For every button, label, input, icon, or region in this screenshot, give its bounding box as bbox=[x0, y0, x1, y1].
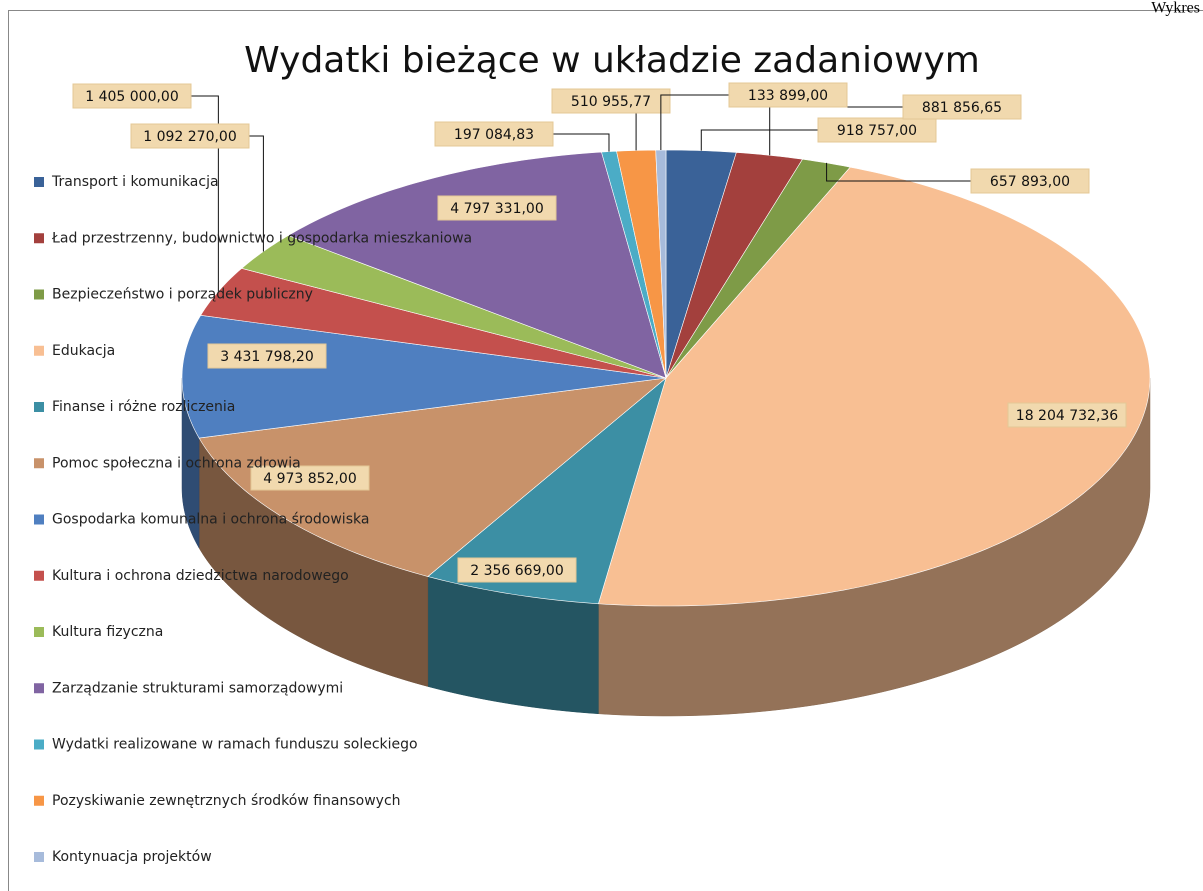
value-label: 1 092 270,00 bbox=[143, 129, 237, 145]
leader-line bbox=[826, 162, 971, 182]
value-label: 918 757,00 bbox=[837, 123, 917, 139]
legend-swatch bbox=[34, 233, 44, 244]
pie-slice bbox=[200, 268, 667, 379]
value-label: 3 431 798,20 bbox=[220, 349, 314, 365]
legend-label: Kultura fizyczna bbox=[52, 624, 163, 640]
legend-swatch bbox=[34, 289, 44, 300]
label-box bbox=[1007, 402, 1127, 428]
legend-swatch bbox=[34, 683, 44, 694]
label-box bbox=[434, 121, 554, 147]
legend-swatch bbox=[34, 402, 44, 412]
legend-swatch bbox=[34, 739, 44, 750]
value-label: 881 856,65 bbox=[922, 100, 1002, 116]
value-label: 133 899,00 bbox=[748, 88, 828, 104]
legend-swatch bbox=[34, 852, 44, 862]
legend-label: Edukacja bbox=[52, 343, 115, 359]
label-box bbox=[970, 168, 1090, 194]
label-box bbox=[437, 195, 557, 221]
label-box bbox=[817, 117, 937, 143]
legend-swatch bbox=[34, 177, 44, 187]
value-label: 197 084,83 bbox=[454, 127, 534, 143]
label-box bbox=[457, 557, 577, 583]
legend-label: Kontynuacja projektów bbox=[52, 849, 212, 865]
legend-swatch bbox=[34, 795, 44, 806]
legend-swatch bbox=[34, 458, 44, 469]
value-label: 2 356 669,00 bbox=[470, 563, 564, 579]
legend-label: Pomoc społeczna i ochrona zdrowia bbox=[52, 455, 301, 471]
value-label: 510 955,77 bbox=[571, 94, 651, 110]
label-box bbox=[551, 88, 671, 114]
leader-line bbox=[660, 94, 729, 151]
legend-label: Kultura i ochrona dziedzictwa narodowego bbox=[52, 568, 349, 584]
pie-slice bbox=[616, 149, 667, 379]
chart-title: Wydatki bieżące w układzie zadaniowym bbox=[244, 40, 980, 81]
leader-line bbox=[700, 129, 818, 151]
legend-label: Finanse i różne rozliczenia bbox=[52, 399, 235, 415]
value-label: 4 797 331,00 bbox=[450, 201, 544, 217]
pie-slice bbox=[427, 377, 667, 605]
pie-slice bbox=[241, 235, 667, 379]
leader-line bbox=[249, 135, 264, 252]
pie-slice bbox=[665, 152, 804, 379]
legend-label: Bezpieczeństwo i porządek publiczny bbox=[52, 287, 313, 303]
label-box bbox=[72, 83, 192, 109]
legend-swatch bbox=[34, 345, 44, 356]
value-label: 18 204 732,36 bbox=[1016, 408, 1119, 424]
legend-label: Wydatki realizowane w ramach funduszu so… bbox=[52, 737, 418, 753]
header-text: Wykres bbox=[1151, 0, 1200, 16]
legend-swatch bbox=[34, 570, 44, 581]
leader-line bbox=[191, 95, 219, 292]
legend-label: Pozyskiwanie zewnętrznych środków finans… bbox=[52, 793, 401, 809]
legend-label: Ład przestrzenny, budownictwo i gospodar… bbox=[51, 230, 472, 246]
pie-slice bbox=[655, 149, 667, 379]
legend-swatch bbox=[34, 514, 44, 525]
label-box bbox=[728, 82, 848, 108]
value-label: 657 893,00 bbox=[990, 174, 1070, 190]
leader-line bbox=[553, 133, 610, 152]
pie-slice bbox=[598, 166, 1151, 607]
pie-slice bbox=[287, 151, 667, 379]
label-box bbox=[207, 343, 327, 369]
legend-label: Transport i komunikacja bbox=[51, 174, 219, 190]
value-label: 1 405 000,00 bbox=[85, 89, 179, 105]
label-box bbox=[902, 94, 1022, 120]
pie-slice bbox=[198, 377, 667, 577]
label-box bbox=[130, 123, 250, 149]
legend-label: Gospodarka komunalna i ochrona środowisk… bbox=[52, 512, 369, 528]
label-box bbox=[250, 465, 370, 491]
legend-swatch bbox=[34, 627, 44, 637]
value-label: 4 973 852,00 bbox=[263, 471, 357, 487]
legend-label: Zarządzanie strukturami samorządowymi bbox=[52, 680, 343, 696]
